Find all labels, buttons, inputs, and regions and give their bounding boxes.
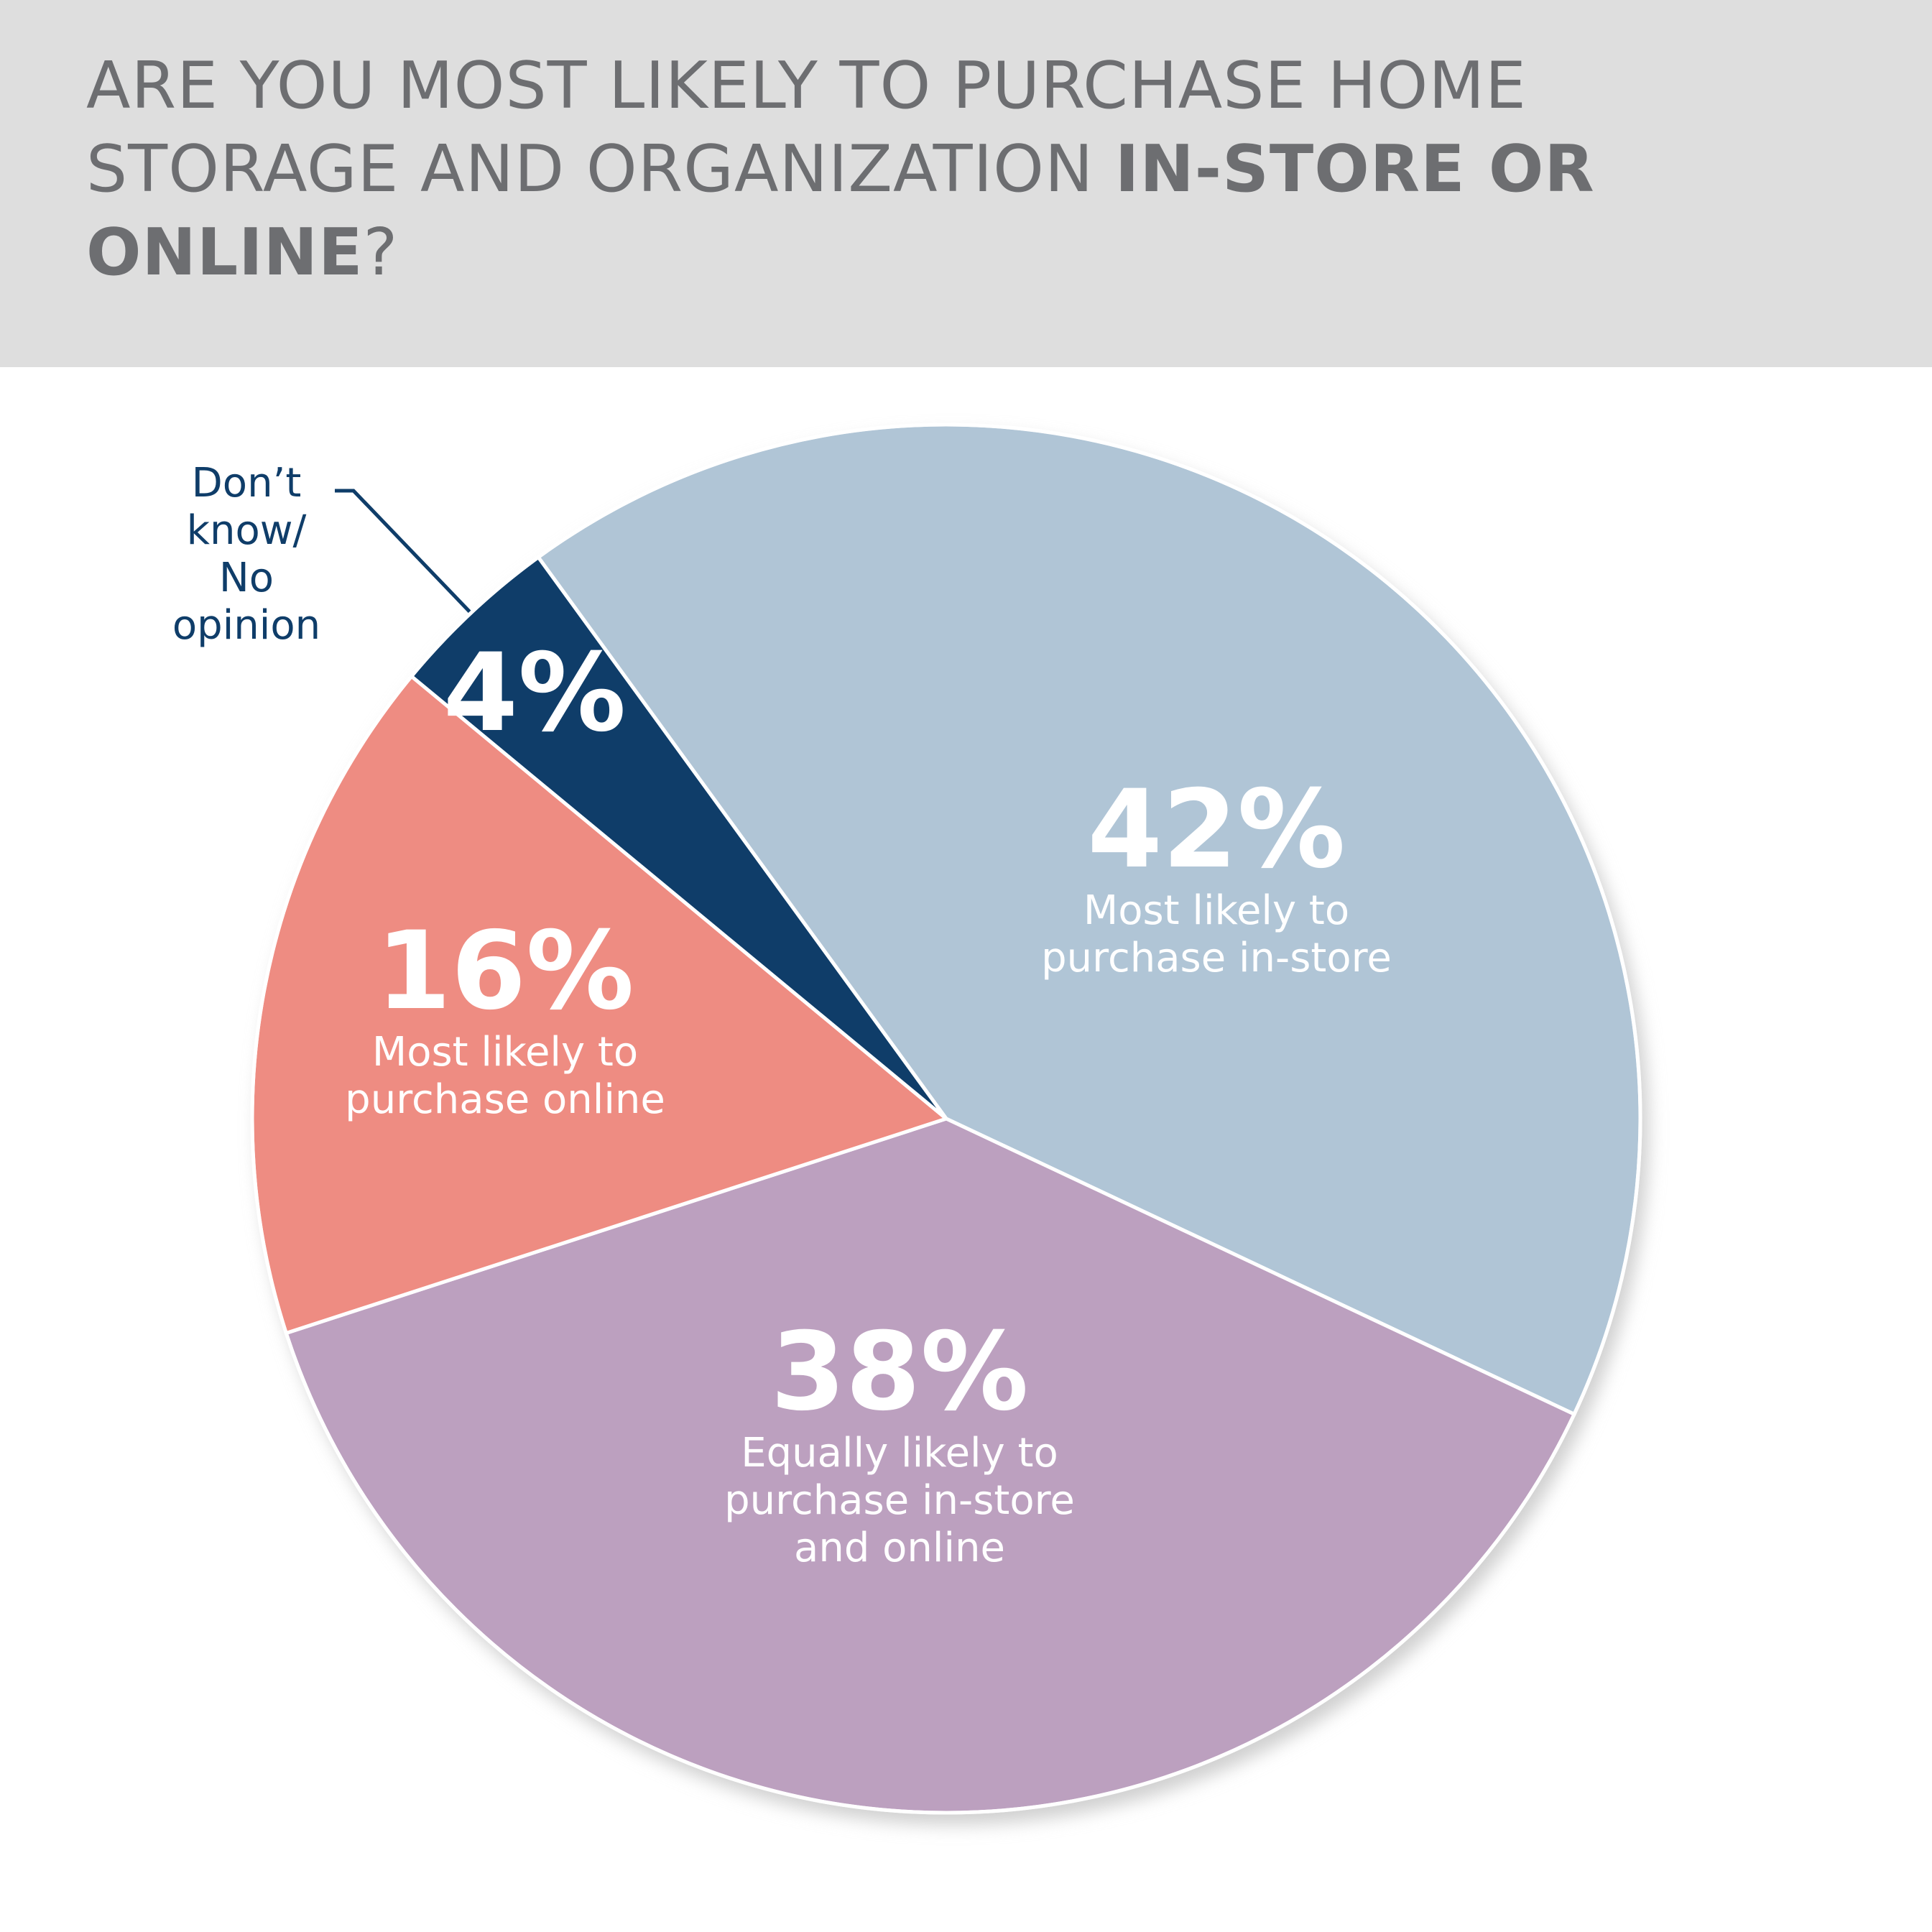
- value-label: 38%: [770, 1310, 1029, 1435]
- category-label: Most likely to purchase in-store: [1041, 887, 1392, 981]
- chart-title: ARE YOU MOST LIKELY TO PURCHASE HOME STO…: [86, 45, 1825, 295]
- category-label: Don’t know/ No opinion: [172, 460, 321, 649]
- slice-label: 4%: [443, 636, 627, 751]
- pie-rim: [250, 422, 1642, 1815]
- title-part: ?: [363, 215, 399, 290]
- category-label: Most likely to purchase online: [345, 1029, 665, 1123]
- value-label: 4%: [443, 631, 627, 756]
- value-label: 16%: [376, 909, 634, 1034]
- title-part: IN-STORE OR ONLINE: [86, 131, 1595, 290]
- slice-label: 42% Most likely to purchase in-store: [1041, 772, 1392, 982]
- slice-label: 38% Equally likely to purchase in-store a…: [724, 1315, 1075, 1572]
- leader-line: [335, 489, 476, 618]
- title-part: ARE YOU MOST LIKELY TO PURCHASE HOME STO…: [86, 48, 1527, 207]
- title-banner: ARE YOU MOST LIKELY TO PURCHASE HOME STO…: [0, 0, 1932, 367]
- slice-label: 16% Most likely to purchase online: [345, 914, 665, 1124]
- value-label: 42%: [1087, 767, 1346, 892]
- category-label: Equally likely to purchase in-store and …: [724, 1430, 1075, 1571]
